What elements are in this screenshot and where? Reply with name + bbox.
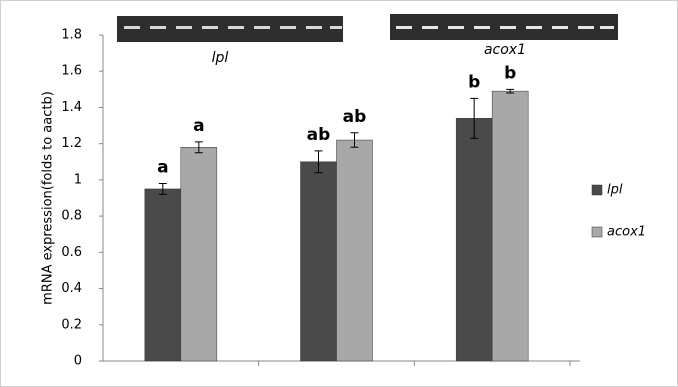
y-tick-label: 0 [74,354,82,369]
page: {"chart_data": {"type": "bar", "y_label"… [0,0,678,387]
y-tick-label: 1.2 [61,136,82,151]
bar [301,162,337,361]
y-tick-label: 0.6 [61,245,82,260]
significance-label: ab [343,107,367,127]
bar [456,118,492,361]
legend-label: acox1 [607,225,646,240]
significance-label: b [468,72,480,92]
y-axis-label: mRNA expression(folds to aactb) [41,91,56,305]
y-tick-label: 1.4 [61,100,82,115]
legend-swatch [592,227,602,237]
significance-label: b [504,63,516,83]
y-tick-label: 0.2 [61,317,82,332]
legend-swatch [592,185,602,195]
significance-label: a [157,158,168,178]
y-tick-label: 0.8 [61,209,82,224]
bar [145,189,181,361]
significance-label: a [193,116,204,136]
gel-label: acox1 [484,42,526,58]
y-tick-label: 1 [74,172,82,187]
bar [181,147,217,361]
gel-image [117,16,343,42]
bar [337,140,373,361]
y-tick-label: 1.8 [61,28,82,43]
y-tick-label: 0.4 [61,281,82,296]
gel-label: lpl [212,50,229,66]
legend-label: lpl [607,183,623,198]
gel-image [390,14,618,40]
bar [492,91,528,361]
y-tick-label: 1.6 [61,64,82,79]
significance-label: ab [307,125,331,145]
chart: lpl acox1 mRNA expression(folds to aactb… [0,0,678,387]
